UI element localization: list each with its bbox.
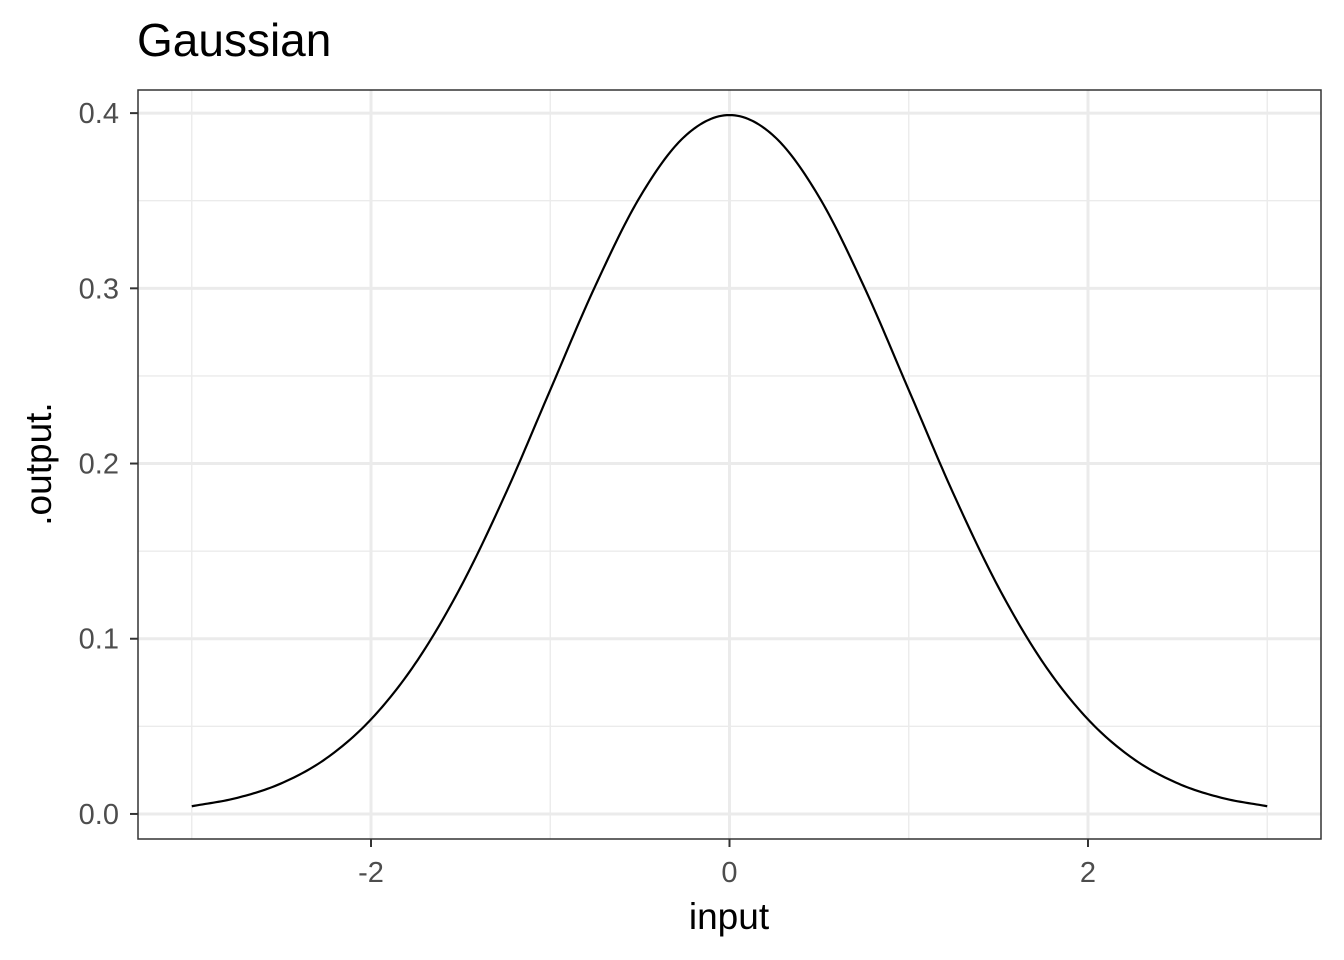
series-line	[191, 113, 1268, 808]
y-axis: 0.0 0.1 0.2 0.3 0.4	[79, 98, 138, 831]
x-tick-label: -2	[358, 857, 384, 889]
x-axis-title: input	[689, 896, 770, 937]
y-tick-label: 0.2	[79, 449, 119, 481]
y-tick-label: 0.3	[79, 273, 119, 305]
series-layer	[191, 113, 1268, 808]
x-tick-label: 2	[1080, 857, 1096, 889]
x-tick-label: 0	[721, 857, 737, 889]
y-tick-label: 0.0	[79, 799, 119, 831]
major-gridlines	[138, 90, 1321, 839]
x-axis: -2 0 2	[358, 839, 1096, 889]
y-tick-label: 0.1	[79, 624, 119, 656]
y-tick-label: 0.4	[79, 98, 119, 130]
y-axis-title: .output.	[18, 402, 59, 525]
chart-title: Gaussian	[137, 14, 331, 66]
